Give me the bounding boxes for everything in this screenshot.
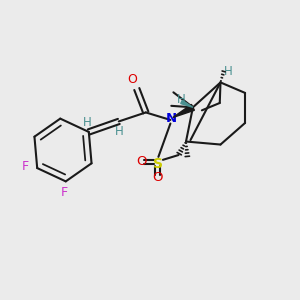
Text: O: O — [152, 171, 163, 184]
Text: S: S — [152, 157, 163, 171]
Text: O: O — [128, 73, 137, 85]
Text: O: O — [136, 154, 147, 167]
Text: H: H — [115, 124, 124, 137]
Text: F: F — [22, 160, 29, 173]
Polygon shape — [181, 100, 193, 107]
Text: N: N — [166, 112, 177, 125]
Text: H: H — [177, 93, 186, 106]
Text: H: H — [83, 116, 92, 128]
Polygon shape — [173, 104, 194, 118]
Text: F: F — [61, 186, 68, 199]
Text: H: H — [224, 64, 232, 77]
